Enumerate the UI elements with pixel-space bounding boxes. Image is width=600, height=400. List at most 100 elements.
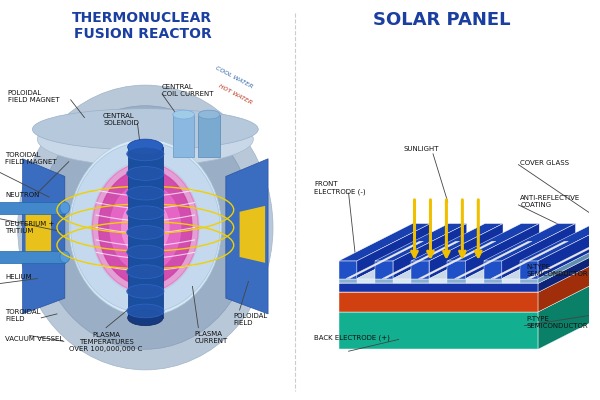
Ellipse shape [37,106,253,349]
Polygon shape [375,224,467,261]
Polygon shape [393,224,467,278]
Polygon shape [502,224,575,278]
Polygon shape [339,275,600,312]
Ellipse shape [122,198,169,257]
Text: DEUTERIUM +
TRITIUM: DEUTERIUM + TRITIUM [5,221,54,234]
Polygon shape [382,241,460,278]
Polygon shape [411,224,503,261]
Ellipse shape [32,109,258,150]
Polygon shape [339,292,538,312]
Polygon shape [484,224,575,261]
Polygon shape [239,206,265,263]
Polygon shape [466,241,557,278]
Polygon shape [484,261,502,278]
Ellipse shape [98,170,192,286]
Text: PLASMA
CURRENT: PLASMA CURRENT [194,331,227,344]
Polygon shape [173,114,194,157]
Polygon shape [0,202,65,214]
Polygon shape [538,246,600,292]
Text: POLOIDAL
FIELD: POLOIDAL FIELD [233,313,268,326]
Polygon shape [520,224,600,261]
Text: ANTI-REFLECTIVE
COATING: ANTI-REFLECTIVE COATING [520,196,581,208]
Polygon shape [448,261,466,278]
Ellipse shape [127,167,164,180]
Polygon shape [23,159,65,314]
Polygon shape [226,159,268,314]
Polygon shape [538,241,600,284]
Polygon shape [455,241,532,278]
Polygon shape [0,251,65,263]
Ellipse shape [127,186,164,200]
Polygon shape [339,246,600,284]
Ellipse shape [127,284,164,298]
Text: CENTRAL
COIL CURRENT: CENTRAL COIL CURRENT [162,84,214,96]
Polygon shape [411,261,430,278]
Polygon shape [430,224,503,278]
Text: PLASMA
TEMPERATURES
OVER 100,000,000 C: PLASMA TEMPERATURES OVER 100,000,000 C [70,332,143,352]
Polygon shape [448,224,539,261]
Ellipse shape [110,183,181,272]
Polygon shape [339,224,431,261]
Ellipse shape [128,310,163,326]
Polygon shape [346,241,424,278]
Polygon shape [527,241,600,278]
Ellipse shape [60,202,70,214]
Polygon shape [430,241,521,278]
Text: FRONT
ELECTRODE (-): FRONT ELECTRODE (-) [314,182,366,195]
Text: P-TYPE
SEMICONDUCTOR: P-TYPE SEMICONDUCTOR [526,316,588,329]
Ellipse shape [127,147,164,161]
Text: THERMONUCLEAR
FUSION REACTOR: THERMONUCLEAR FUSION REACTOR [73,12,212,40]
Polygon shape [375,261,393,278]
Polygon shape [538,255,600,312]
Ellipse shape [127,226,164,239]
Polygon shape [466,278,484,284]
Text: BACK ELECTRODE (+): BACK ELECTRODE (+) [314,334,390,341]
Ellipse shape [127,265,164,278]
Text: TOROIDAL
FIELD: TOROIDAL FIELD [5,309,40,322]
Text: SOLAR PANEL: SOLAR PANEL [373,12,511,30]
Polygon shape [357,241,449,278]
Text: CENTRAL
SOLENOID: CENTRAL SOLENOID [103,113,139,126]
Polygon shape [430,278,448,284]
Ellipse shape [37,112,253,166]
Text: COOL WATER: COOL WATER [214,65,253,89]
Ellipse shape [128,139,163,155]
Polygon shape [418,241,496,278]
Ellipse shape [127,304,164,318]
Polygon shape [393,241,485,278]
Polygon shape [339,284,538,292]
Polygon shape [538,275,600,349]
Polygon shape [339,261,357,278]
Ellipse shape [127,206,164,220]
Polygon shape [538,224,600,278]
Polygon shape [502,278,520,284]
Polygon shape [128,147,163,318]
Polygon shape [357,224,431,278]
Polygon shape [502,241,593,278]
Text: HOT WATER: HOT WATER [218,83,253,105]
Ellipse shape [69,139,221,316]
Text: SUNLIGHT: SUNLIGHT [404,146,439,152]
Ellipse shape [91,161,199,294]
Text: N-TYPE
SEMICONDUCTOR: N-TYPE SEMICONDUCTOR [526,264,588,277]
Ellipse shape [60,251,70,263]
Ellipse shape [199,110,220,119]
Polygon shape [491,241,568,278]
Polygon shape [339,312,538,349]
Polygon shape [199,114,220,157]
Polygon shape [466,224,539,278]
Text: NEUTRON: NEUTRON [5,192,39,198]
Polygon shape [393,278,411,284]
Text: HELIUM: HELIUM [5,274,32,280]
Text: POLOIDAL
FIELD MAGNET: POLOIDAL FIELD MAGNET [8,90,59,103]
Polygon shape [339,278,538,284]
Ellipse shape [17,85,273,370]
Polygon shape [339,255,600,292]
Ellipse shape [71,142,220,313]
Polygon shape [357,278,375,284]
Ellipse shape [92,163,199,292]
Text: COVER GLASS: COVER GLASS [520,160,569,166]
Polygon shape [26,206,51,263]
Polygon shape [520,261,538,278]
Text: VACUUM VESSEL: VACUUM VESSEL [5,336,63,342]
